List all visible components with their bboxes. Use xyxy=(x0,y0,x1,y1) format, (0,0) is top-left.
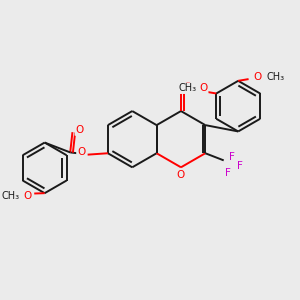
Text: O: O xyxy=(200,83,208,93)
Text: O: O xyxy=(77,148,85,158)
Text: O: O xyxy=(183,82,192,92)
Text: O: O xyxy=(75,125,84,135)
Text: F: F xyxy=(237,161,243,171)
Text: F: F xyxy=(229,152,235,162)
Text: O: O xyxy=(254,72,262,82)
Text: F: F xyxy=(225,168,230,178)
Text: CH₃: CH₃ xyxy=(267,72,285,82)
Text: CH₃: CH₃ xyxy=(2,191,20,201)
Text: CH₃: CH₃ xyxy=(178,83,196,93)
Text: O: O xyxy=(23,191,31,201)
Text: O: O xyxy=(177,170,185,180)
